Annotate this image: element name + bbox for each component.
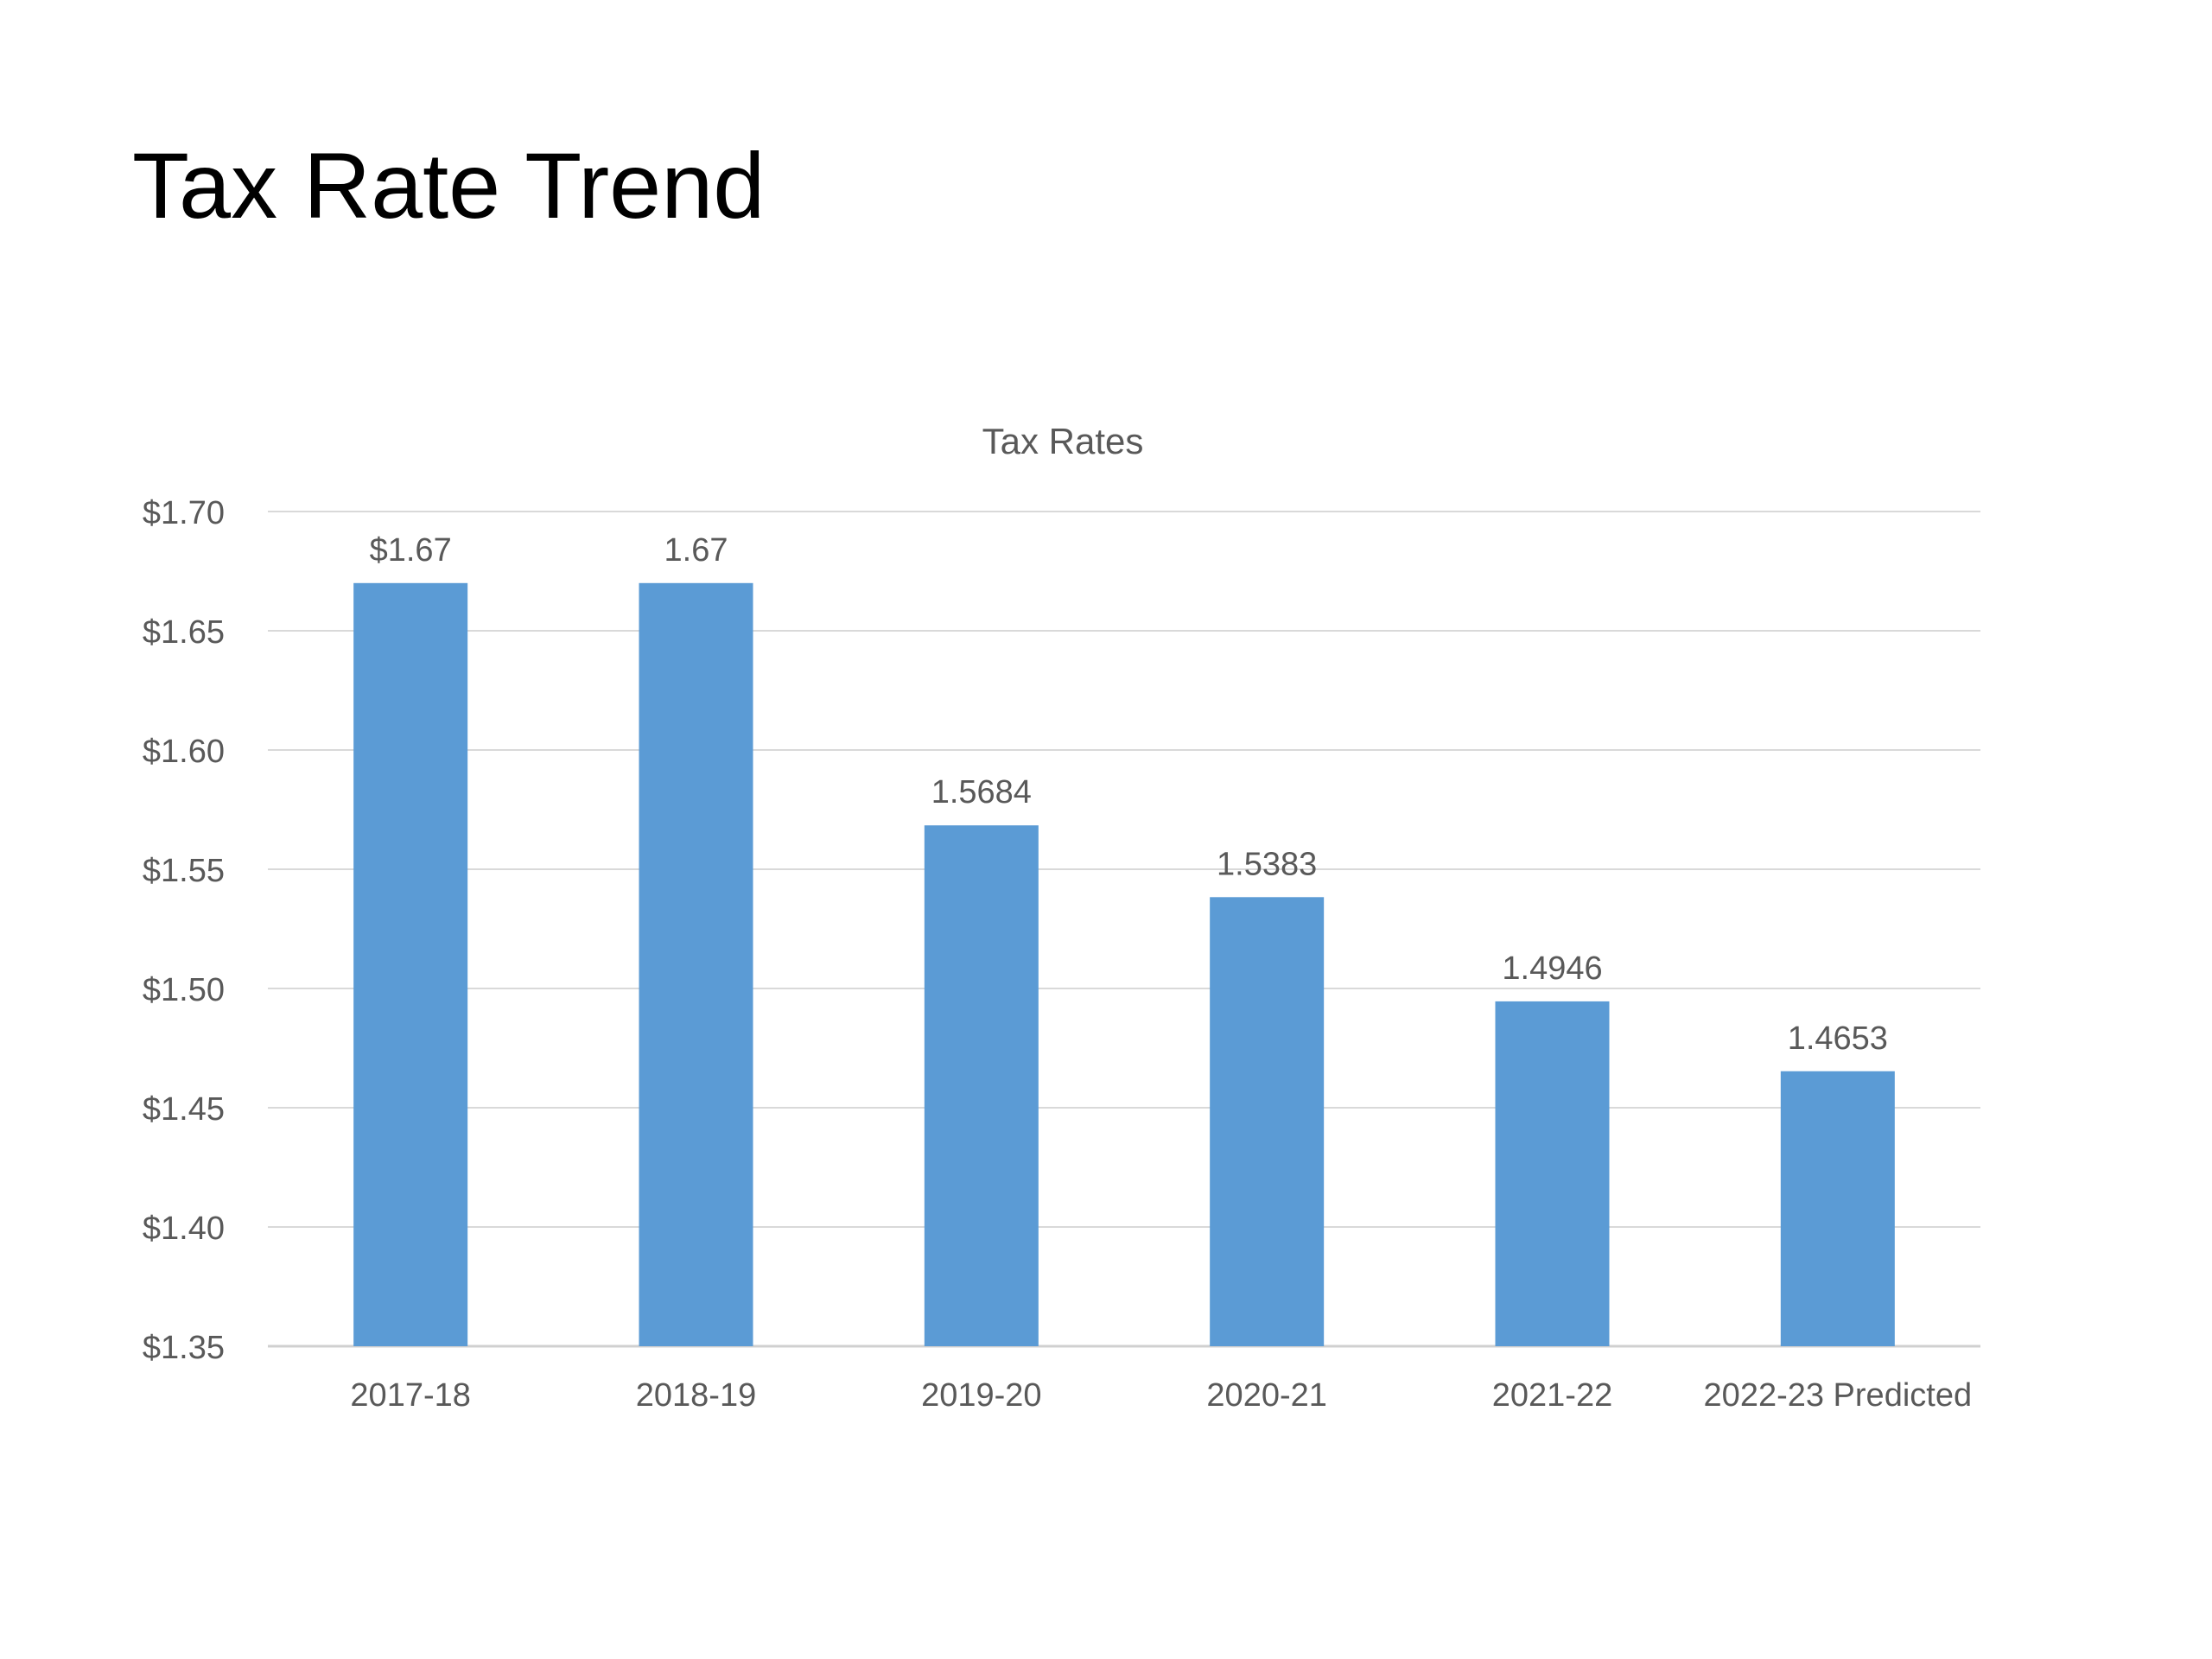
x-tick-label: 2020-21: [1206, 1377, 1326, 1414]
bar: [639, 582, 753, 1346]
data-label: 1.67: [664, 532, 728, 569]
data-labels: $1.67 1.67 1.5684 1.5383 1.4946 1.4653: [370, 532, 1888, 1057]
bar: [1210, 897, 1325, 1346]
data-label: 1.5383: [1217, 846, 1317, 882]
x-axis-tick-labels: 2017-18 2018-19 2019-20 2020-21 2021-22 2022-…: [350, 1377, 1972, 1414]
bar: [1495, 1001, 1610, 1346]
y-tick-label: $1.65: [143, 614, 225, 651]
y-tick-label: $1.35: [143, 1330, 225, 1366]
x-tick-label: 2022-23 Predicted: [1704, 1377, 1973, 1414]
x-tick-label: 2017-18: [350, 1377, 470, 1414]
bars: [353, 582, 1895, 1346]
y-tick-label: $1.70: [143, 495, 225, 531]
x-tick-label: 2021-22: [1492, 1377, 1612, 1414]
data-label: 1.4946: [1502, 950, 1602, 987]
data-label: 1.4653: [1788, 1020, 1888, 1057]
y-tick-label: $1.40: [143, 1211, 225, 1247]
data-label: 1.5684: [931, 774, 1032, 810]
chart-title: Tax Rates: [982, 421, 1144, 461]
x-tick-label: 2018-19: [636, 1377, 756, 1414]
slide-title: Tax Rate Trend: [132, 133, 766, 238]
y-axis-tick-labels: $1.35 $1.40 $1.45 $1.50 $1.55 $1.60 $1.65 $1.70: [143, 495, 225, 1366]
bar: [353, 582, 468, 1346]
y-tick-label: $1.50: [143, 972, 225, 1008]
x-tick-label: 2019-20: [921, 1377, 1041, 1414]
gridlines: [268, 511, 1980, 1348]
bar: [924, 825, 1039, 1346]
data-label: $1.67: [370, 532, 452, 569]
y-tick-label: $1.55: [143, 853, 225, 889]
y-tick-label: $1.60: [143, 734, 225, 770]
y-tick-label: $1.45: [143, 1091, 225, 1128]
bar: [1780, 1071, 1895, 1346]
